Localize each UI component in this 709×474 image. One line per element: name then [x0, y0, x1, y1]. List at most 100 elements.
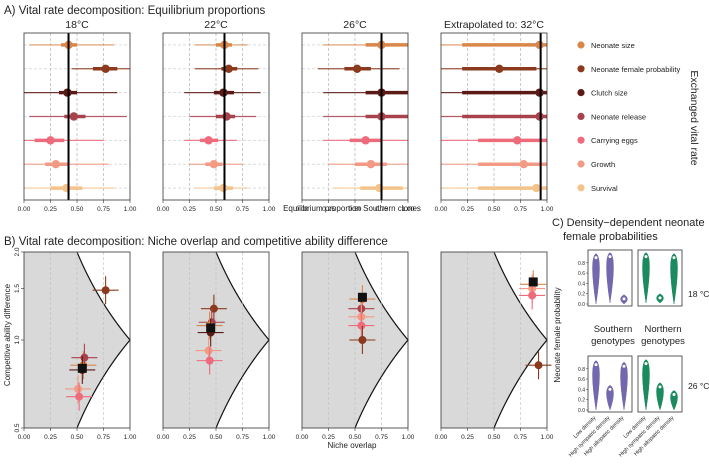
tick-label: 0.50 — [349, 434, 362, 441]
panel-b-title: B) Vital rate decomposition: Niche overl… — [4, 236, 388, 248]
tick-label: 0.00 — [18, 206, 31, 213]
baseline-square — [77, 363, 87, 373]
tick-label: 0.50 — [71, 206, 84, 213]
panel-b-facet-1: 0.00 0.25 0.50 0.75 1.00 — [157, 251, 276, 441]
tick-label: 0.25 — [322, 206, 335, 213]
exclusion-region — [163, 252, 269, 340]
panel-b-facet-2: 0.00 0.25 0.50 0.75 1.00 — [296, 251, 415, 441]
point-estimate — [205, 356, 214, 365]
tick-label: 0.25 — [461, 206, 474, 213]
violin — [670, 390, 678, 411]
point-estimate — [219, 88, 228, 97]
panel-a-title: A) Vital rate decomposition: Equilibrium… — [4, 5, 265, 17]
panel-b-xlabel: Niche overlap — [328, 441, 377, 450]
legend-label: Growth — [591, 160, 615, 169]
panel-a-facet-title: 22°C — [204, 19, 228, 31]
point-estimate — [532, 183, 541, 193]
tick-label: 1.0 — [14, 335, 21, 344]
legend-title: Exchanged vital rate — [688, 70, 700, 165]
legend-swatch — [577, 112, 585, 120]
tick-label: 0.00 — [296, 434, 309, 441]
tick-label: 0.25 — [461, 434, 474, 441]
tick-label: 0.25 — [44, 206, 57, 213]
violin — [656, 382, 664, 411]
tick-label: 1.5 — [14, 284, 21, 293]
tick-label: 0.4 — [578, 387, 585, 393]
tick-label: 0.6 — [578, 377, 585, 383]
point-estimate — [51, 160, 60, 169]
tick-label: 0.5 — [14, 423, 21, 432]
tick-label: 0.75 — [375, 206, 388, 213]
exclusion-region — [24, 252, 130, 340]
point-estimate — [219, 183, 228, 193]
median-point — [672, 256, 676, 260]
tick-label: 1.00 — [402, 434, 415, 441]
point-estimate — [46, 136, 55, 145]
legend-swatch — [577, 184, 585, 192]
point-estimate — [513, 136, 522, 145]
point-estimate — [519, 160, 528, 169]
point-estimate — [204, 346, 213, 355]
tick-label: 0.0 — [578, 302, 585, 308]
tick-label: 0.25 — [44, 434, 57, 441]
point-estimate — [358, 336, 367, 344]
tick-label: 0.00 — [296, 206, 309, 213]
point-estimate — [209, 304, 218, 313]
violin-cell-1 — [637, 249, 683, 307]
tick-label: 0.75 — [236, 206, 249, 213]
panel-a-facet-title: Extrapolated to: 32°C — [444, 19, 544, 31]
violin — [606, 384, 614, 411]
point-estimate — [366, 160, 376, 169]
tick-label: 0.8 — [578, 367, 585, 373]
violin — [642, 359, 650, 411]
temp-18-label: 18 °C — [688, 289, 709, 299]
panel-a-xlabel: Equilibrium proportion Southern clones — [283, 204, 421, 213]
median-point — [644, 255, 648, 259]
tick-label: 0.00 — [435, 434, 448, 441]
panel-c-title-line2: female probabilities — [563, 231, 658, 243]
tick-label: 1.00 — [263, 434, 276, 441]
tick-label: 0.0 — [578, 408, 585, 414]
violin — [642, 252, 650, 304]
baseline-square — [357, 292, 367, 302]
point-estimate — [357, 321, 366, 330]
violin — [620, 361, 628, 411]
panel-c-ylabel: Neonate female probability — [553, 287, 562, 382]
tick-label: 0.00 — [157, 434, 170, 441]
violin — [670, 253, 678, 305]
tick-label: 0.75 — [514, 434, 527, 441]
panel-b-ylabel: Competitive ability difference — [3, 283, 12, 386]
violin — [592, 253, 600, 305]
tick-label: 1.00 — [124, 206, 137, 213]
legend-swatch — [577, 160, 585, 168]
legend-swatch — [577, 89, 585, 97]
panel-a-facet-2: 26°C 0.00 0.25 0.50 0.75 1.00 — [296, 19, 415, 213]
panel-a-facet-title: 18°C — [65, 19, 89, 31]
exclusion-region — [302, 252, 408, 340]
tick-label: 0.75 — [375, 434, 388, 441]
legend-a: Neonate size Neonate female probability Cl… — [577, 41, 680, 193]
legend-swatch — [577, 41, 585, 49]
median-point — [622, 297, 626, 301]
temp-26-label: 26 °C — [688, 381, 709, 391]
median-point — [658, 296, 662, 300]
point-estimate — [352, 64, 362, 73]
tick-label: 0.50 — [488, 434, 501, 441]
tick-label: 1.00 — [402, 206, 415, 213]
tick-label: 0.4 — [578, 281, 585, 287]
tick-label: 2.0 — [14, 247, 21, 256]
baseline-square — [528, 277, 538, 287]
panel-a-facet-title: 26°C — [343, 19, 367, 31]
tick-label: 0.75 — [97, 434, 110, 441]
panel-a-facet-0: 18°C 0.00 0.25 0.50 0.75 1.00 — [18, 19, 137, 213]
panel-a: 18°C 0.00 0.25 0.50 0.75 1.00 22°C 0.00 0.25 0.50… — [18, 19, 554, 213]
legend-label: Survival — [591, 184, 618, 193]
tick-label: 0.00 — [435, 206, 448, 213]
tick-label: 1.00 — [541, 434, 554, 441]
legend-label: Carrying eggs — [591, 136, 638, 145]
tick-label: 0.25 — [183, 434, 196, 441]
point-estimate — [80, 353, 89, 362]
